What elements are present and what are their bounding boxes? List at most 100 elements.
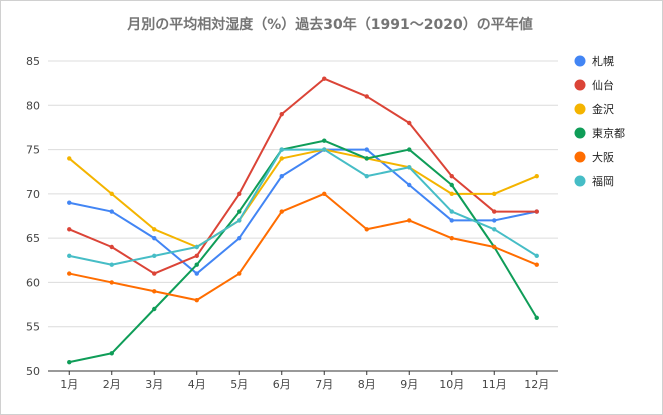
data-point	[279, 173, 284, 179]
data-point	[109, 209, 114, 214]
data-point	[194, 253, 199, 259]
x-tick-label: 8月	[358, 378, 376, 391]
legend-marker	[574, 103, 586, 115]
data-point	[152, 289, 157, 294]
data-point	[534, 173, 539, 179]
series-line	[68, 77, 538, 275]
axes: 50 55 60 65 70 75 80 85 1月 2月 3月 4月 5月 6月 7月 8月 9月 10月 11月…	[26, 55, 558, 391]
data-point	[152, 227, 157, 232]
chart-title: 月別の平均相対湿度（%）過去30年（1991～2020）の平年値	[126, 16, 532, 33]
data-point	[407, 147, 412, 152]
data-point	[279, 156, 284, 161]
y-tick-label: 50	[26, 365, 40, 378]
data-point	[67, 156, 72, 161]
series-0	[67, 147, 539, 276]
data-point	[152, 271, 157, 276]
data-point	[109, 191, 114, 197]
data-point	[449, 218, 454, 223]
data-point	[534, 262, 539, 267]
data-point	[449, 191, 454, 197]
series-3	[67, 138, 539, 365]
data-point	[67, 227, 72, 232]
legend-marker	[574, 127, 586, 139]
data-point	[109, 351, 114, 356]
x-tick-label: 4月	[188, 378, 206, 391]
data-point	[364, 173, 369, 179]
data-point	[237, 191, 242, 197]
data-point	[322, 138, 327, 143]
data-point	[194, 297, 199, 303]
data-point	[449, 173, 454, 179]
data-point	[194, 244, 199, 250]
y-tick-label: 85	[26, 55, 40, 68]
data-point	[364, 94, 369, 99]
series-line	[68, 139, 538, 364]
legend-item: 仙台	[574, 78, 614, 92]
y-tick-label: 60	[26, 276, 40, 289]
x-tick-label: 1月	[60, 378, 78, 391]
x-tick-label: 9月	[400, 378, 418, 391]
x-tick-label: 2月	[103, 378, 121, 391]
data-point	[449, 235, 454, 241]
data-point	[407, 218, 412, 223]
data-point	[534, 315, 539, 321]
legend-item: 東京都	[574, 126, 625, 140]
data-point	[152, 306, 157, 312]
data-point	[492, 209, 497, 214]
data-point	[449, 209, 454, 214]
data-point	[109, 280, 114, 285]
data-point	[534, 253, 539, 259]
data-point	[152, 253, 157, 259]
legend-marker	[574, 55, 586, 67]
data-point	[279, 147, 284, 152]
legend-label: 大阪	[592, 150, 614, 164]
data-point	[449, 182, 454, 188]
data-point	[67, 253, 72, 259]
data-point	[407, 120, 412, 126]
data-point	[492, 191, 497, 197]
legend-item: 福岡	[574, 174, 614, 188]
y-tick-label: 80	[26, 99, 40, 112]
series-4	[67, 191, 539, 303]
data-point	[322, 147, 327, 152]
legend-item: 札幌	[574, 54, 614, 68]
data-point	[237, 235, 242, 241]
data-point	[67, 359, 72, 365]
series-line	[68, 192, 538, 302]
legend-item: 大阪	[574, 150, 614, 164]
data-point	[237, 271, 242, 276]
x-tick-label: 11月	[482, 378, 507, 391]
series-lines	[67, 76, 539, 365]
legend-item: 金沢	[574, 102, 614, 116]
x-tick-label: 12月	[524, 378, 549, 391]
legend-label: 札幌	[592, 54, 614, 68]
data-point	[109, 262, 114, 267]
y-tick-label: 55	[26, 321, 40, 334]
data-point	[492, 218, 497, 223]
data-point	[279, 111, 284, 117]
legend-label: 東京都	[592, 126, 625, 140]
x-tick-label: 10月	[439, 378, 464, 391]
x-tick-label: 7月	[315, 378, 333, 391]
data-point	[152, 235, 157, 241]
series-line	[68, 148, 538, 275]
data-point	[492, 227, 497, 232]
data-point	[364, 227, 369, 232]
legend-label: 福岡	[592, 174, 614, 188]
series-1	[67, 76, 539, 276]
data-point	[364, 156, 369, 161]
legend-label: 仙台	[592, 78, 614, 92]
legend-marker	[574, 79, 586, 91]
data-point	[322, 76, 327, 81]
y-tick-label: 70	[26, 188, 40, 201]
data-point	[492, 244, 497, 250]
data-point	[109, 244, 114, 250]
x-tick-label: 3月	[145, 378, 163, 391]
data-point	[67, 200, 72, 205]
data-point	[534, 209, 539, 214]
series-5	[67, 147, 539, 267]
legend-marker	[574, 151, 586, 163]
